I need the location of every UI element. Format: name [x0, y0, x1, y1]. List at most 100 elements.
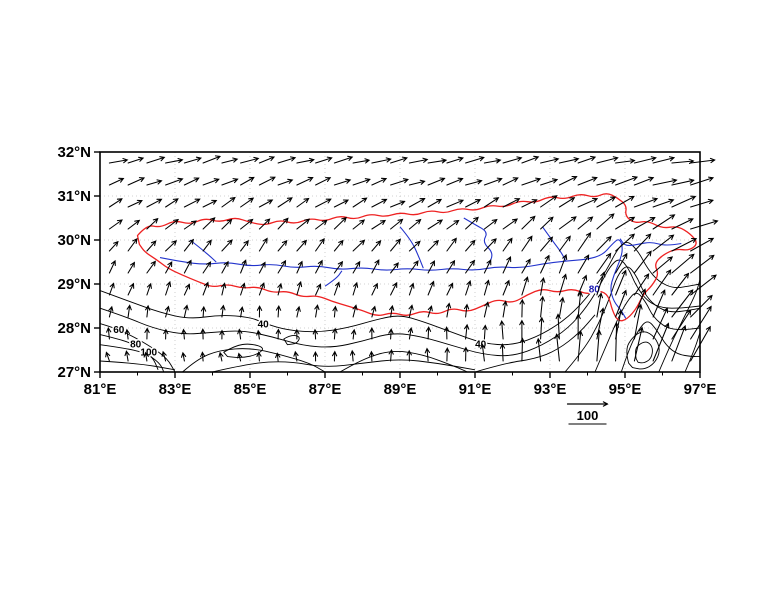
wind-arrow: [671, 309, 692, 340]
wind-arrow: [540, 178, 559, 186]
wind-arrow: [652, 256, 674, 274]
wind-arrow: [465, 279, 472, 296]
wind-arrow: [202, 199, 218, 208]
wind-arrow: [671, 195, 697, 208]
wind-arrow: [577, 231, 592, 252]
wind-arrow: [371, 219, 387, 230]
wind-arrow: [275, 328, 281, 340]
wind-arrow: [315, 177, 332, 186]
wind-arrow: [352, 281, 359, 296]
wind-arrow: [690, 198, 714, 208]
wind-arrow: [615, 195, 635, 208]
wind-arrow: [633, 176, 655, 186]
wind-arrow: [502, 177, 519, 186]
wind-arrow: [163, 328, 169, 340]
wind-arrow: [446, 237, 457, 252]
wind-arrow: [183, 283, 191, 296]
wind-arrow: [146, 282, 152, 296]
wind-arrow: [652, 307, 669, 340]
wind-arrow: [408, 282, 415, 296]
wind-arrow: [331, 350, 338, 362]
wind-arrow: [633, 326, 644, 362]
wind-arrow: [108, 282, 115, 296]
wind-arrow: [596, 307, 605, 340]
contour-line-80: [223, 343, 263, 358]
contour-line-80: [283, 335, 300, 346]
wind-arrow: [275, 304, 282, 318]
x-tick-label: 83°E: [159, 381, 192, 398]
wind-arrow: [519, 319, 525, 340]
x-tick-label: 93°E: [534, 381, 567, 398]
wind-arrow: [540, 276, 546, 296]
wind-arrow: [558, 273, 568, 296]
wind-arrow: [165, 177, 184, 186]
wind-arrow: [144, 327, 150, 340]
wind-arrow: [671, 253, 695, 274]
wind-arrow: [615, 252, 628, 274]
contour-line-100: [626, 331, 660, 370]
wind-arrow: [427, 158, 448, 164]
wind-arrow: [277, 259, 287, 274]
contour-line-40: [99, 360, 176, 371]
wind-arrow: [446, 282, 454, 296]
wind-arrow: [296, 157, 315, 164]
x-tick-label: 97°E: [684, 381, 717, 398]
wind-arrow: [238, 306, 245, 318]
river-line: [542, 226, 567, 262]
contour-line-60: [474, 314, 596, 373]
wind-arrow: [221, 196, 236, 208]
wind-arrow: [332, 327, 338, 340]
wind-arrow: [221, 157, 239, 164]
wind-arrow: [425, 326, 432, 340]
wind-arrow: [312, 328, 318, 340]
wind-arrow: [539, 295, 545, 318]
wind-arrow: [352, 178, 371, 186]
wind-arrow: [124, 350, 130, 362]
wind-arrow: [483, 197, 500, 208]
wind-arrow: [540, 254, 550, 274]
wind-arrow: [483, 259, 492, 274]
wind-arrow: [315, 259, 323, 274]
wind-arrow: [183, 198, 201, 208]
wind-arrow: [596, 271, 606, 296]
wind-arrow: [554, 333, 560, 362]
wind-arrow: [465, 239, 476, 252]
wind-arrow: [390, 218, 404, 230]
wind-arrow: [502, 279, 510, 296]
wind-arrow: [446, 199, 465, 208]
wind-arrow: [256, 305, 263, 318]
river-line: [463, 217, 493, 266]
wind-arrow: [220, 304, 226, 318]
wind-arrow: [615, 175, 639, 186]
wind-arrow: [502, 218, 519, 230]
wind-arrow: [277, 178, 294, 186]
wind-arrow: [407, 326, 414, 340]
wind-arrow: [183, 238, 195, 252]
x-tick-label: 81°E: [84, 381, 117, 398]
wind-arrow: [483, 158, 502, 164]
wind-arrow: [502, 198, 521, 208]
wind-arrow: [389, 304, 395, 318]
wind-arrow: [258, 237, 268, 252]
wind-arrow: [371, 157, 392, 164]
x-tick-label: 85°E: [234, 381, 267, 398]
wind-arrow: [558, 296, 565, 318]
wind-arrow: [240, 197, 255, 208]
wind-arrow: [145, 304, 151, 318]
wind-arrow: [558, 235, 571, 252]
wind-arrow: [596, 329, 602, 362]
wind-arrow: [352, 239, 366, 252]
contour-line-60: [212, 359, 476, 373]
reference-vector-label: 100: [577, 408, 599, 423]
wind-arrow: [596, 292, 604, 318]
wind-arrow: [690, 176, 715, 186]
wind-arrow: [146, 217, 159, 230]
wind-arrow: [240, 156, 260, 164]
wind-arrow: [277, 156, 297, 164]
wind-arrow: [444, 347, 450, 362]
wind-arrow: [502, 237, 513, 252]
wind-arrow: [237, 352, 243, 362]
wind-arrow: [240, 218, 254, 230]
wind-arrow: [652, 214, 676, 230]
